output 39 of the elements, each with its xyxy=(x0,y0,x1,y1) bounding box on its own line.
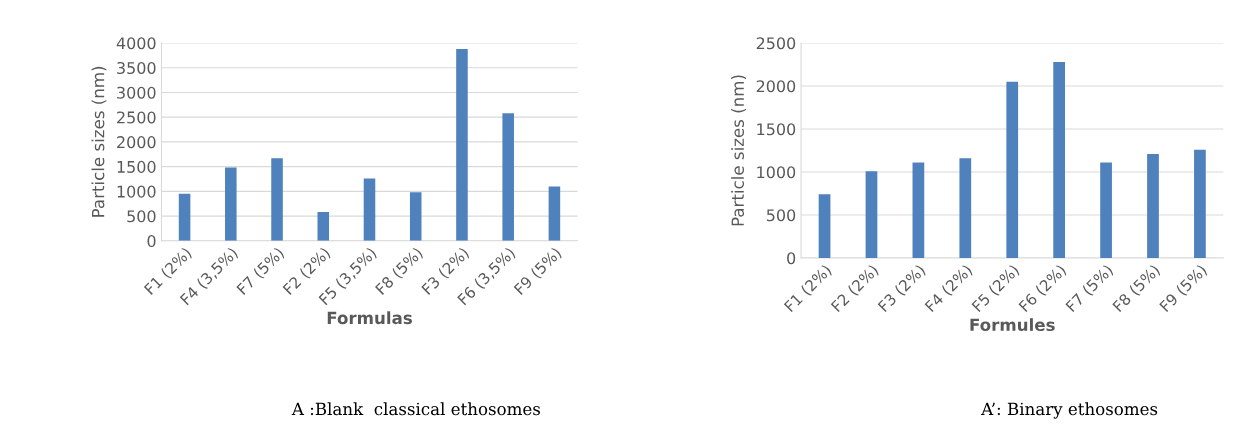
x-axis-title: Formulas xyxy=(327,311,412,325)
y-tick-label: 1000 xyxy=(117,185,156,198)
bar xyxy=(363,178,376,241)
bar xyxy=(178,193,191,241)
y-tick-label: 500 xyxy=(766,209,796,222)
bar xyxy=(1100,162,1112,258)
bar xyxy=(1006,81,1019,258)
y-tick-label: 0 xyxy=(147,235,156,248)
y-tick-label: 2000 xyxy=(756,80,796,93)
bar xyxy=(912,162,925,258)
bar xyxy=(1194,149,1206,258)
y-tick-label: 1500 xyxy=(117,160,156,173)
y-tick-label: 2500 xyxy=(117,111,156,124)
y-axis-title: Particle sizes (nm) xyxy=(91,66,107,217)
y-tick-label: 3500 xyxy=(117,61,156,75)
y-axis-title: Particle sizes (nm) xyxy=(731,75,746,226)
bar xyxy=(1147,153,1159,258)
bar xyxy=(548,186,561,241)
y-tick-label: 2500 xyxy=(756,37,796,50)
text: A :Blank classical ethosomes xyxy=(291,402,540,416)
bar xyxy=(271,158,283,241)
y-tick-label: 3000 xyxy=(117,86,156,99)
y-tick-label: 1000 xyxy=(757,166,796,179)
y-tick-label: 4000 xyxy=(116,37,156,50)
text: A’: Binary ethosomes xyxy=(981,402,1158,419)
bar xyxy=(502,113,514,241)
bar xyxy=(1053,61,1066,258)
x-axis-title: Formules xyxy=(970,318,1055,332)
bar xyxy=(317,212,330,241)
bar xyxy=(409,192,422,241)
bar xyxy=(456,48,468,241)
y-tick-label: 2000 xyxy=(117,136,156,149)
bar xyxy=(865,171,878,258)
bar xyxy=(818,194,831,258)
y-tick-label: 500 xyxy=(127,210,156,223)
bar xyxy=(959,158,972,258)
y-tick-label: 0 xyxy=(787,252,796,265)
bar xyxy=(225,167,237,241)
y-tick-label: 1500 xyxy=(757,123,796,136)
